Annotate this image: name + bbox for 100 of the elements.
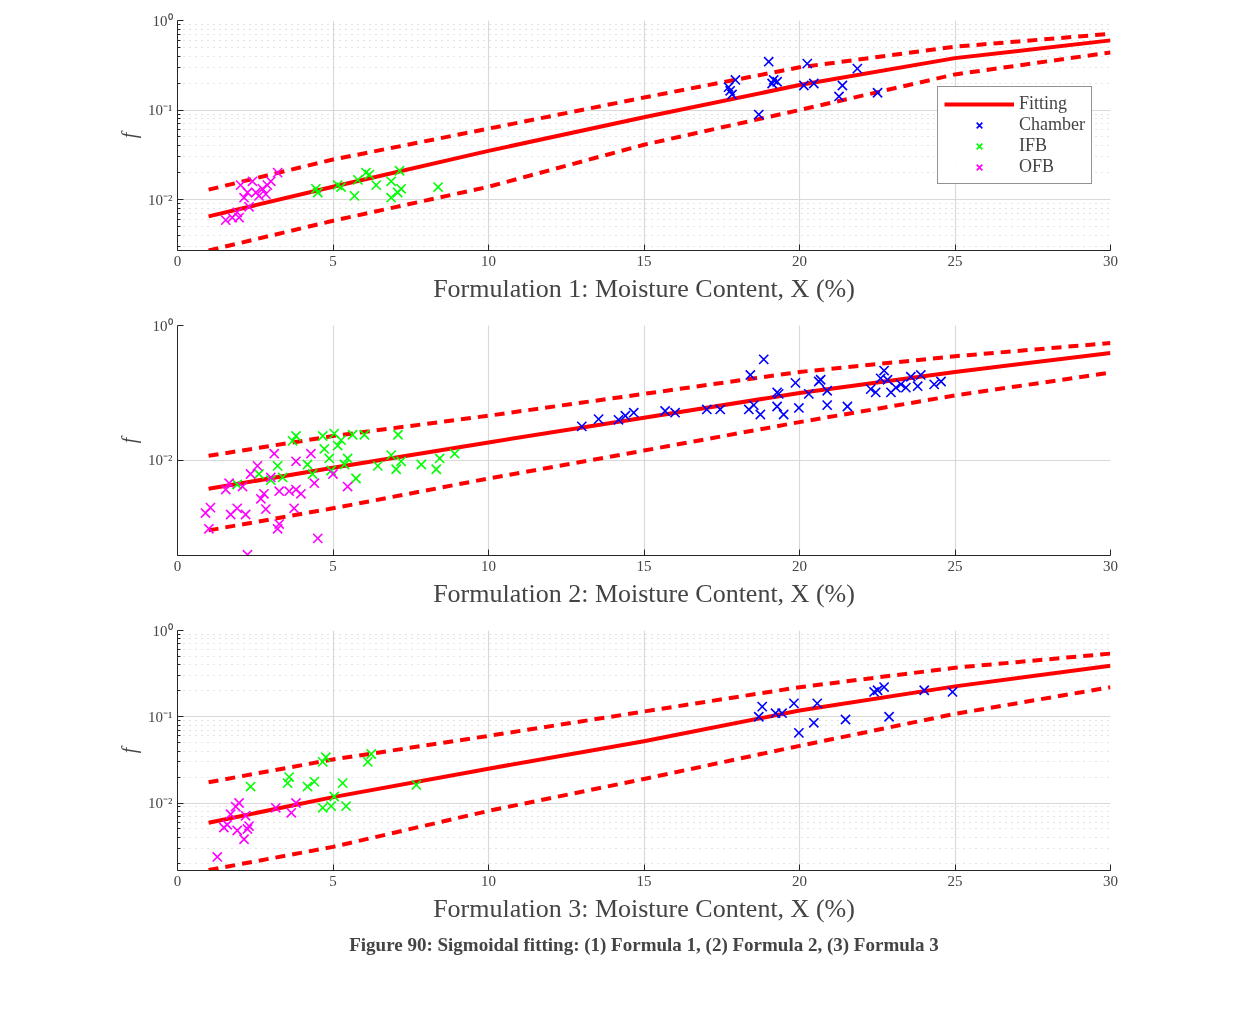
point [277, 472, 289, 483]
legend-label: Chamber [1019, 114, 1085, 135]
point [872, 87, 883, 99]
x-tick-label: 20 [792, 872, 807, 889]
y-axis-title: f [118, 435, 141, 444]
x-tick-label: 20 [792, 557, 807, 574]
point [743, 404, 755, 415]
point [290, 797, 302, 809]
point [247, 175, 258, 187]
point [290, 430, 302, 442]
point [337, 777, 349, 789]
y-tick-label: 10⁻² [148, 795, 173, 812]
point [918, 684, 930, 696]
x-tick-label: 5 [329, 872, 337, 889]
point [342, 481, 354, 492]
point [235, 179, 247, 191]
legend-label: IFB [1019, 135, 1048, 156]
point [840, 714, 851, 725]
point [238, 192, 250, 204]
point [837, 80, 848, 91]
point [803, 388, 815, 400]
point [730, 74, 741, 86]
point [272, 167, 284, 179]
point [430, 463, 442, 475]
point [285, 807, 297, 819]
line-series [206, 38, 1111, 219]
x-tick-label: 10 [481, 252, 496, 269]
point [885, 386, 897, 398]
point [268, 448, 280, 460]
point [801, 58, 813, 70]
point [233, 797, 245, 809]
x-tick-label: 15 [636, 252, 652, 269]
point [323, 453, 335, 464]
point [237, 481, 248, 492]
point [928, 379, 940, 390]
point [295, 488, 307, 500]
point [327, 468, 339, 480]
point [272, 523, 284, 535]
x-tick-label: 5 [329, 557, 337, 574]
point [744, 369, 756, 381]
point [340, 800, 352, 812]
point [308, 477, 320, 489]
point [349, 190, 360, 202]
y-tick-label: 10⁻¹ [148, 102, 173, 119]
x-tick-label: 25 [947, 252, 963, 269]
point [253, 468, 265, 480]
point [238, 833, 250, 845]
point [302, 781, 313, 792]
point [252, 460, 263, 472]
point [273, 518, 285, 530]
point [449, 448, 460, 460]
point [756, 701, 768, 713]
point [272, 460, 284, 472]
line-series [206, 685, 1111, 871]
point [305, 448, 317, 460]
point [200, 507, 211, 519]
point [865, 383, 877, 395]
point [821, 385, 833, 397]
point [339, 459, 350, 470]
point [318, 443, 330, 455]
point [883, 711, 895, 723]
point [362, 756, 374, 768]
x-tick-label: 10 [481, 872, 496, 889]
point [793, 402, 805, 414]
point [842, 401, 853, 412]
point [410, 779, 422, 791]
point [270, 802, 282, 814]
point [365, 748, 377, 760]
point [851, 63, 863, 75]
point [220, 214, 232, 226]
point [240, 509, 252, 520]
point [385, 175, 397, 187]
point [287, 435, 298, 447]
point [260, 503, 272, 515]
y-tick-label: 10⁰ [152, 622, 173, 639]
point [328, 791, 340, 802]
point [335, 434, 347, 446]
line-series [206, 663, 1111, 825]
point [753, 109, 765, 120]
point [325, 465, 337, 476]
point [394, 165, 405, 177]
point [350, 473, 362, 484]
point [576, 420, 588, 432]
point [231, 502, 243, 514]
point [748, 399, 760, 411]
point [255, 493, 267, 505]
y-tick-label: 10⁻² [148, 191, 173, 208]
point [230, 801, 242, 812]
point [302, 459, 313, 470]
x-tick-label: 20 [792, 252, 807, 269]
point [878, 365, 890, 376]
point [771, 401, 783, 412]
point [257, 183, 268, 195]
point [811, 697, 823, 709]
point [726, 89, 738, 100]
y-axis-title: f [118, 130, 141, 139]
point [723, 81, 734, 93]
point [415, 459, 427, 470]
point [753, 711, 765, 723]
y-tick-label: 10⁻² [148, 452, 173, 469]
